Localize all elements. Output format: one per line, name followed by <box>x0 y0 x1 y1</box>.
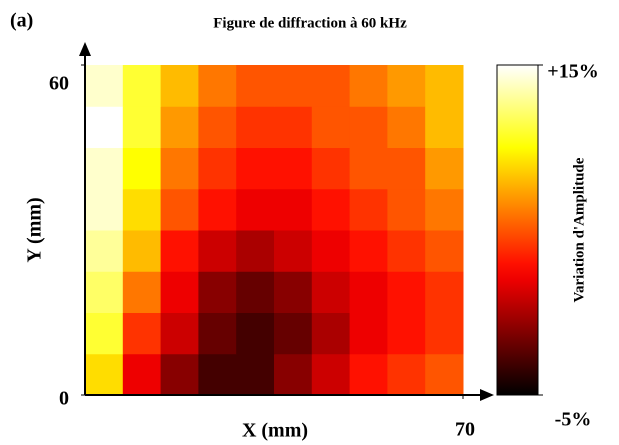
heatmap-cell <box>198 65 237 107</box>
heatmap-cell <box>311 106 351 148</box>
colorbar-tick-label: +15% <box>547 61 598 83</box>
heatmap-cell <box>236 65 275 107</box>
heatmap-cell <box>85 353 124 396</box>
heatmap-cell <box>236 312 275 355</box>
colorbar-tick-label: -5% <box>555 409 592 431</box>
heatmap-cell <box>425 188 464 231</box>
heatmap-cell <box>425 106 464 148</box>
heatmap-cell <box>425 147 464 190</box>
heatmap-cell <box>198 147 237 190</box>
heatmap-cell <box>349 353 388 396</box>
heatmap-cell <box>122 65 162 107</box>
colorbar <box>496 64 539 396</box>
heatmap-cell <box>349 230 388 272</box>
panel-label: (a) <box>10 10 33 32</box>
heatmap-cell <box>198 312 237 355</box>
y-arrow <box>79 42 91 56</box>
heatmap-cell <box>236 106 275 148</box>
heatmap-cell <box>160 312 199 355</box>
heatmap-cell <box>387 147 426 190</box>
heatmap-cell <box>122 271 162 313</box>
heatmap-cell <box>349 147 388 190</box>
heatmap-cell <box>85 147 124 190</box>
heatmap-cell <box>274 106 313 148</box>
heatmap-cell <box>85 230 124 272</box>
heatmap-cell <box>160 271 199 313</box>
heatmap-cell <box>274 188 313 231</box>
heatmap-cell <box>274 230 313 272</box>
y-tick-label: 0 <box>59 388 69 410</box>
x-arrow <box>480 389 494 401</box>
heatmap-cell <box>425 271 464 313</box>
heatmap-cell <box>160 353 199 396</box>
heatmap-cell <box>311 65 351 107</box>
heatmap-cell <box>160 65 199 107</box>
heatmap-cell <box>274 147 313 190</box>
heatmap-cell <box>387 188 426 231</box>
heatmap-cell <box>85 312 124 355</box>
heatmap-cell <box>160 188 199 231</box>
heatmap-cell <box>311 353 351 396</box>
heatmap-cell <box>274 353 313 396</box>
heatmap-cell <box>85 106 124 148</box>
heatmap-cell <box>198 188 237 231</box>
colorbar-label: Variation d'Amplitude <box>571 157 587 302</box>
heatmap-cell <box>425 230 464 272</box>
x-axis-label: X (mm) <box>242 420 308 442</box>
heatmap-cell <box>236 353 275 396</box>
heatmap-cell <box>274 312 313 355</box>
heatmap-cell <box>387 106 426 148</box>
heatmap-cell <box>425 65 464 107</box>
heatmap-cell <box>311 312 351 355</box>
heatmap-cell <box>236 230 275 272</box>
heatmap-cell <box>198 271 237 313</box>
heatmap-cell <box>122 106 162 148</box>
y-axis-label: Y (mm) <box>24 197 46 262</box>
heatmap-cell <box>387 65 426 107</box>
heatmap-cell <box>236 271 275 313</box>
heatmap-cell <box>198 106 237 148</box>
heatmap-cell <box>387 312 426 355</box>
heatmap-cell <box>85 65 124 107</box>
heatmap-cell <box>122 147 162 190</box>
heatmap-cell <box>122 353 162 396</box>
heatmap-cell <box>122 312 162 355</box>
heatmap-cell <box>274 65 313 107</box>
heatmap-cell <box>387 353 426 396</box>
heatmap-cell <box>349 106 388 148</box>
heatmap-cell <box>349 65 388 107</box>
heatmap-cell <box>122 188 162 231</box>
heatmap-cell <box>311 188 351 231</box>
heatmap-cell <box>425 312 464 355</box>
heatmap-cell <box>236 147 275 190</box>
heatmap-cell <box>425 353 464 396</box>
x-tick-label: 70 <box>455 419 475 441</box>
heatmap-cell <box>311 230 351 272</box>
heatmap-cell <box>160 230 199 272</box>
heatmap-cells <box>85 65 464 396</box>
heatmap-cell <box>236 188 275 231</box>
heatmap-cell <box>387 230 426 272</box>
heatmap-cell <box>122 230 162 272</box>
heatmap-cell <box>387 271 426 313</box>
heatmap-cell <box>160 106 199 148</box>
heatmap-cell <box>311 147 351 190</box>
heatmap-cell <box>274 271 313 313</box>
heatmap-cell <box>160 147 199 190</box>
heatmap-cell <box>198 353 237 396</box>
heatmap-cell <box>311 271 351 313</box>
heatmap-cell <box>349 188 388 231</box>
heatmap-cell <box>349 271 388 313</box>
chart-title: Figure de diffraction à 60 kHz <box>213 15 407 31</box>
heatmap-cell <box>85 271 124 313</box>
heatmap-cell <box>198 230 237 272</box>
y-tick-label: 60 <box>49 73 69 95</box>
heatmap-cell <box>349 312 388 355</box>
heatmap-cell <box>85 188 124 231</box>
